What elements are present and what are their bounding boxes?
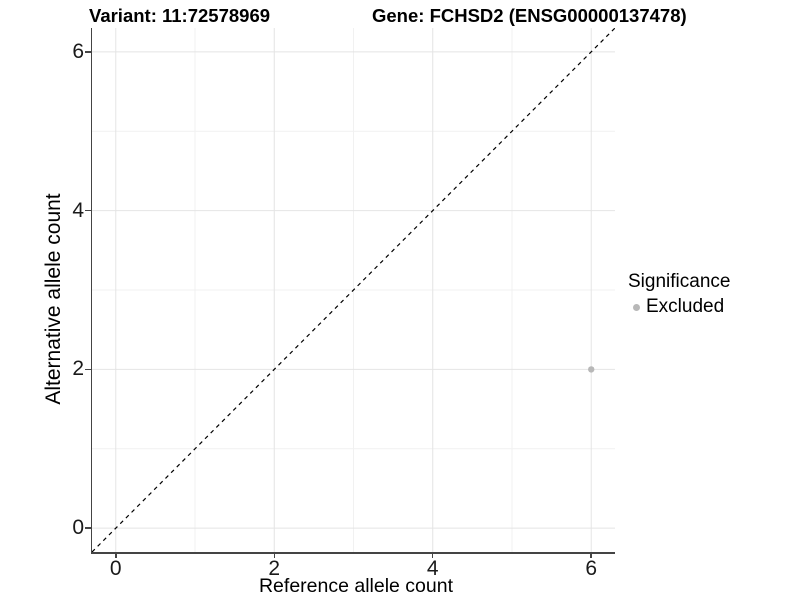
y-tick-mark xyxy=(85,527,91,529)
x-tick-mark xyxy=(273,552,275,558)
x-tick-label: 2 xyxy=(268,557,281,580)
y-tick-label: 0 xyxy=(72,516,84,540)
plot-title-variant: Variant: 11:72578969 xyxy=(89,5,271,26)
y-tick-mark xyxy=(85,368,91,371)
y-tick-label: 6 xyxy=(72,39,84,63)
y-tick-label: 4 xyxy=(72,198,84,222)
legend-point-icon xyxy=(633,303,640,311)
x-tick-label: 4 xyxy=(426,557,439,580)
y-tick-mark xyxy=(85,51,91,53)
x-tick-mark xyxy=(431,552,434,558)
legend-title: Significance xyxy=(628,271,731,292)
x-tick-label: 6 xyxy=(585,557,598,580)
x-axis-line xyxy=(90,552,615,554)
y-axis-title: Alternative allele count xyxy=(42,193,65,405)
x-tick-label: 0 xyxy=(109,557,122,580)
data-point xyxy=(588,366,595,373)
plot-canvas xyxy=(92,28,615,552)
identity-reference-line xyxy=(92,28,615,552)
x-axis-title: Reference allele count xyxy=(258,575,454,597)
y-axis-line xyxy=(90,28,92,554)
legend: Significance Excluded xyxy=(628,271,730,318)
x-tick-mark xyxy=(590,552,592,558)
y-tick-mark xyxy=(85,209,91,212)
plot-panel xyxy=(92,28,615,552)
x-tick-mark xyxy=(115,552,117,558)
y-tick-label: 2 xyxy=(72,357,84,381)
plot-title-gene: Gene: FCHSD2 (ENSG00000137478) xyxy=(372,5,687,26)
legend-item-excluded: Excluded xyxy=(628,296,730,318)
legend-item-label: Excluded xyxy=(646,296,725,317)
